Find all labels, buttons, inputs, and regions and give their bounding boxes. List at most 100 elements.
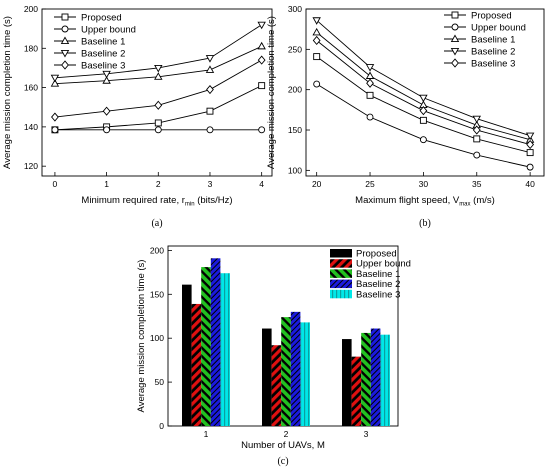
bar-baseline-1-m2 bbox=[281, 317, 291, 426]
legend-swatch bbox=[330, 289, 352, 299]
data-point bbox=[313, 53, 321, 61]
bar-baseline-3-m1 bbox=[220, 273, 230, 426]
data-point bbox=[154, 72, 163, 80]
legend-label: Upper bound bbox=[471, 22, 526, 33]
legend-marker bbox=[61, 13, 69, 21]
legend-marker bbox=[450, 48, 460, 56]
x-axis-label-unit: (m/s) bbox=[471, 195, 495, 206]
data-point bbox=[257, 41, 266, 50]
x-tick-label: 35 bbox=[472, 179, 482, 189]
bar-baseline-1-m3 bbox=[361, 332, 371, 426]
legend-label: Baseline 1 bbox=[356, 269, 400, 280]
x-axis-label-main: Maximum flight speed, V bbox=[355, 195, 460, 206]
x-axis-label: Number of UAVs, M bbox=[241, 440, 325, 451]
data-point bbox=[526, 163, 534, 171]
data-point bbox=[419, 106, 428, 116]
bar-upper-bound-m2 bbox=[271, 345, 282, 426]
data-point bbox=[257, 21, 266, 30]
legend-marker bbox=[451, 58, 459, 68]
data-point bbox=[419, 136, 427, 144]
bar-baseline-1-m1 bbox=[201, 267, 211, 426]
data-point bbox=[154, 64, 163, 73]
x-axis-label-unit: (bits/Hz) bbox=[195, 195, 233, 206]
plot-frame bbox=[41, 8, 273, 177]
data-point bbox=[206, 126, 214, 134]
subfigure-caption: (a) bbox=[151, 218, 162, 229]
bar-baseline-2-m1 bbox=[210, 258, 221, 426]
x-axis-label-sub: min bbox=[185, 202, 195, 208]
x-axis-label-sub: max bbox=[459, 202, 470, 208]
x-tick-label: 0 bbox=[53, 179, 58, 189]
bar-baseline-3-m3 bbox=[380, 334, 390, 426]
legend-label: Upper bound bbox=[356, 259, 411, 270]
data-point bbox=[526, 139, 535, 150]
data-point bbox=[312, 17, 321, 25]
data-point bbox=[50, 74, 60, 83]
legend-label: Baseline 3 bbox=[356, 289, 400, 300]
legend-swatch bbox=[330, 249, 352, 258]
x-axis-label-main: Minimum required rate, r bbox=[81, 195, 184, 206]
data-point bbox=[258, 126, 266, 134]
data-point bbox=[206, 107, 214, 115]
plot-frame bbox=[305, 8, 545, 177]
data-point bbox=[312, 27, 321, 36]
bar-upper-bound-m3 bbox=[351, 356, 362, 426]
legend-marker bbox=[61, 25, 69, 33]
x-tick-label: 20 bbox=[312, 179, 322, 189]
legend-marker bbox=[451, 11, 459, 19]
y-tick-label: 120 bbox=[24, 161, 38, 171]
bar-proposed-m1 bbox=[182, 284, 192, 426]
data-point bbox=[103, 126, 111, 134]
x-tick-label: 25 bbox=[365, 179, 375, 189]
bar-proposed-m3 bbox=[342, 339, 352, 426]
subfigure-caption: (c) bbox=[277, 456, 288, 467]
data-point bbox=[257, 55, 266, 65]
bar-upper-bound-m1 bbox=[191, 303, 202, 426]
data-point bbox=[102, 106, 111, 116]
legend-label: Baseline 2 bbox=[81, 48, 125, 59]
data-point bbox=[419, 116, 427, 124]
data-point bbox=[258, 82, 266, 90]
x-tick-label: 1 bbox=[204, 429, 209, 439]
data-point bbox=[365, 71, 375, 79]
x-axis-label: Minimum required rate, rmin (bits/Hz) bbox=[81, 195, 232, 208]
legend-label: Baseline 2 bbox=[471, 46, 515, 57]
data-point bbox=[526, 149, 534, 157]
y-axis-label: Average mission completion time (s) bbox=[136, 260, 147, 413]
legend-label: Upper bound bbox=[81, 24, 136, 35]
data-point bbox=[51, 112, 59, 122]
bar-baseline-2-m3 bbox=[370, 328, 381, 426]
x-tick-label: 30 bbox=[419, 179, 429, 189]
y-tick-label: 250 bbox=[288, 44, 302, 54]
subfigure-caption: (b) bbox=[419, 218, 431, 229]
data-point bbox=[312, 35, 321, 46]
legend-label: Baseline 3 bbox=[471, 58, 515, 69]
x-tick-label: 2 bbox=[156, 179, 161, 189]
legend-label: Baseline 2 bbox=[356, 279, 400, 290]
y-tick-label: 140 bbox=[24, 122, 38, 132]
data-point bbox=[472, 125, 481, 135]
x-tick-label: 40 bbox=[525, 179, 535, 189]
legend-marker bbox=[60, 50, 70, 58]
legend-swatch bbox=[330, 269, 352, 278]
legend-label: Proposed bbox=[356, 249, 397, 260]
data-point bbox=[472, 115, 481, 124]
legend-swatch bbox=[330, 259, 352, 268]
data-point bbox=[206, 84, 214, 95]
data-point bbox=[51, 126, 59, 134]
y-tick-label: 180 bbox=[24, 43, 38, 53]
legend-swatch bbox=[330, 279, 352, 289]
y-tick-label: 100 bbox=[150, 333, 164, 343]
y-tick-label: 100 bbox=[288, 165, 302, 175]
x-tick-label: 1 bbox=[104, 179, 109, 189]
data-point bbox=[205, 65, 215, 73]
legend-label: Baseline 3 bbox=[81, 60, 125, 71]
data-point bbox=[366, 78, 374, 88]
legend-marker bbox=[60, 36, 70, 44]
bar-baseline-2-m2 bbox=[290, 311, 301, 426]
